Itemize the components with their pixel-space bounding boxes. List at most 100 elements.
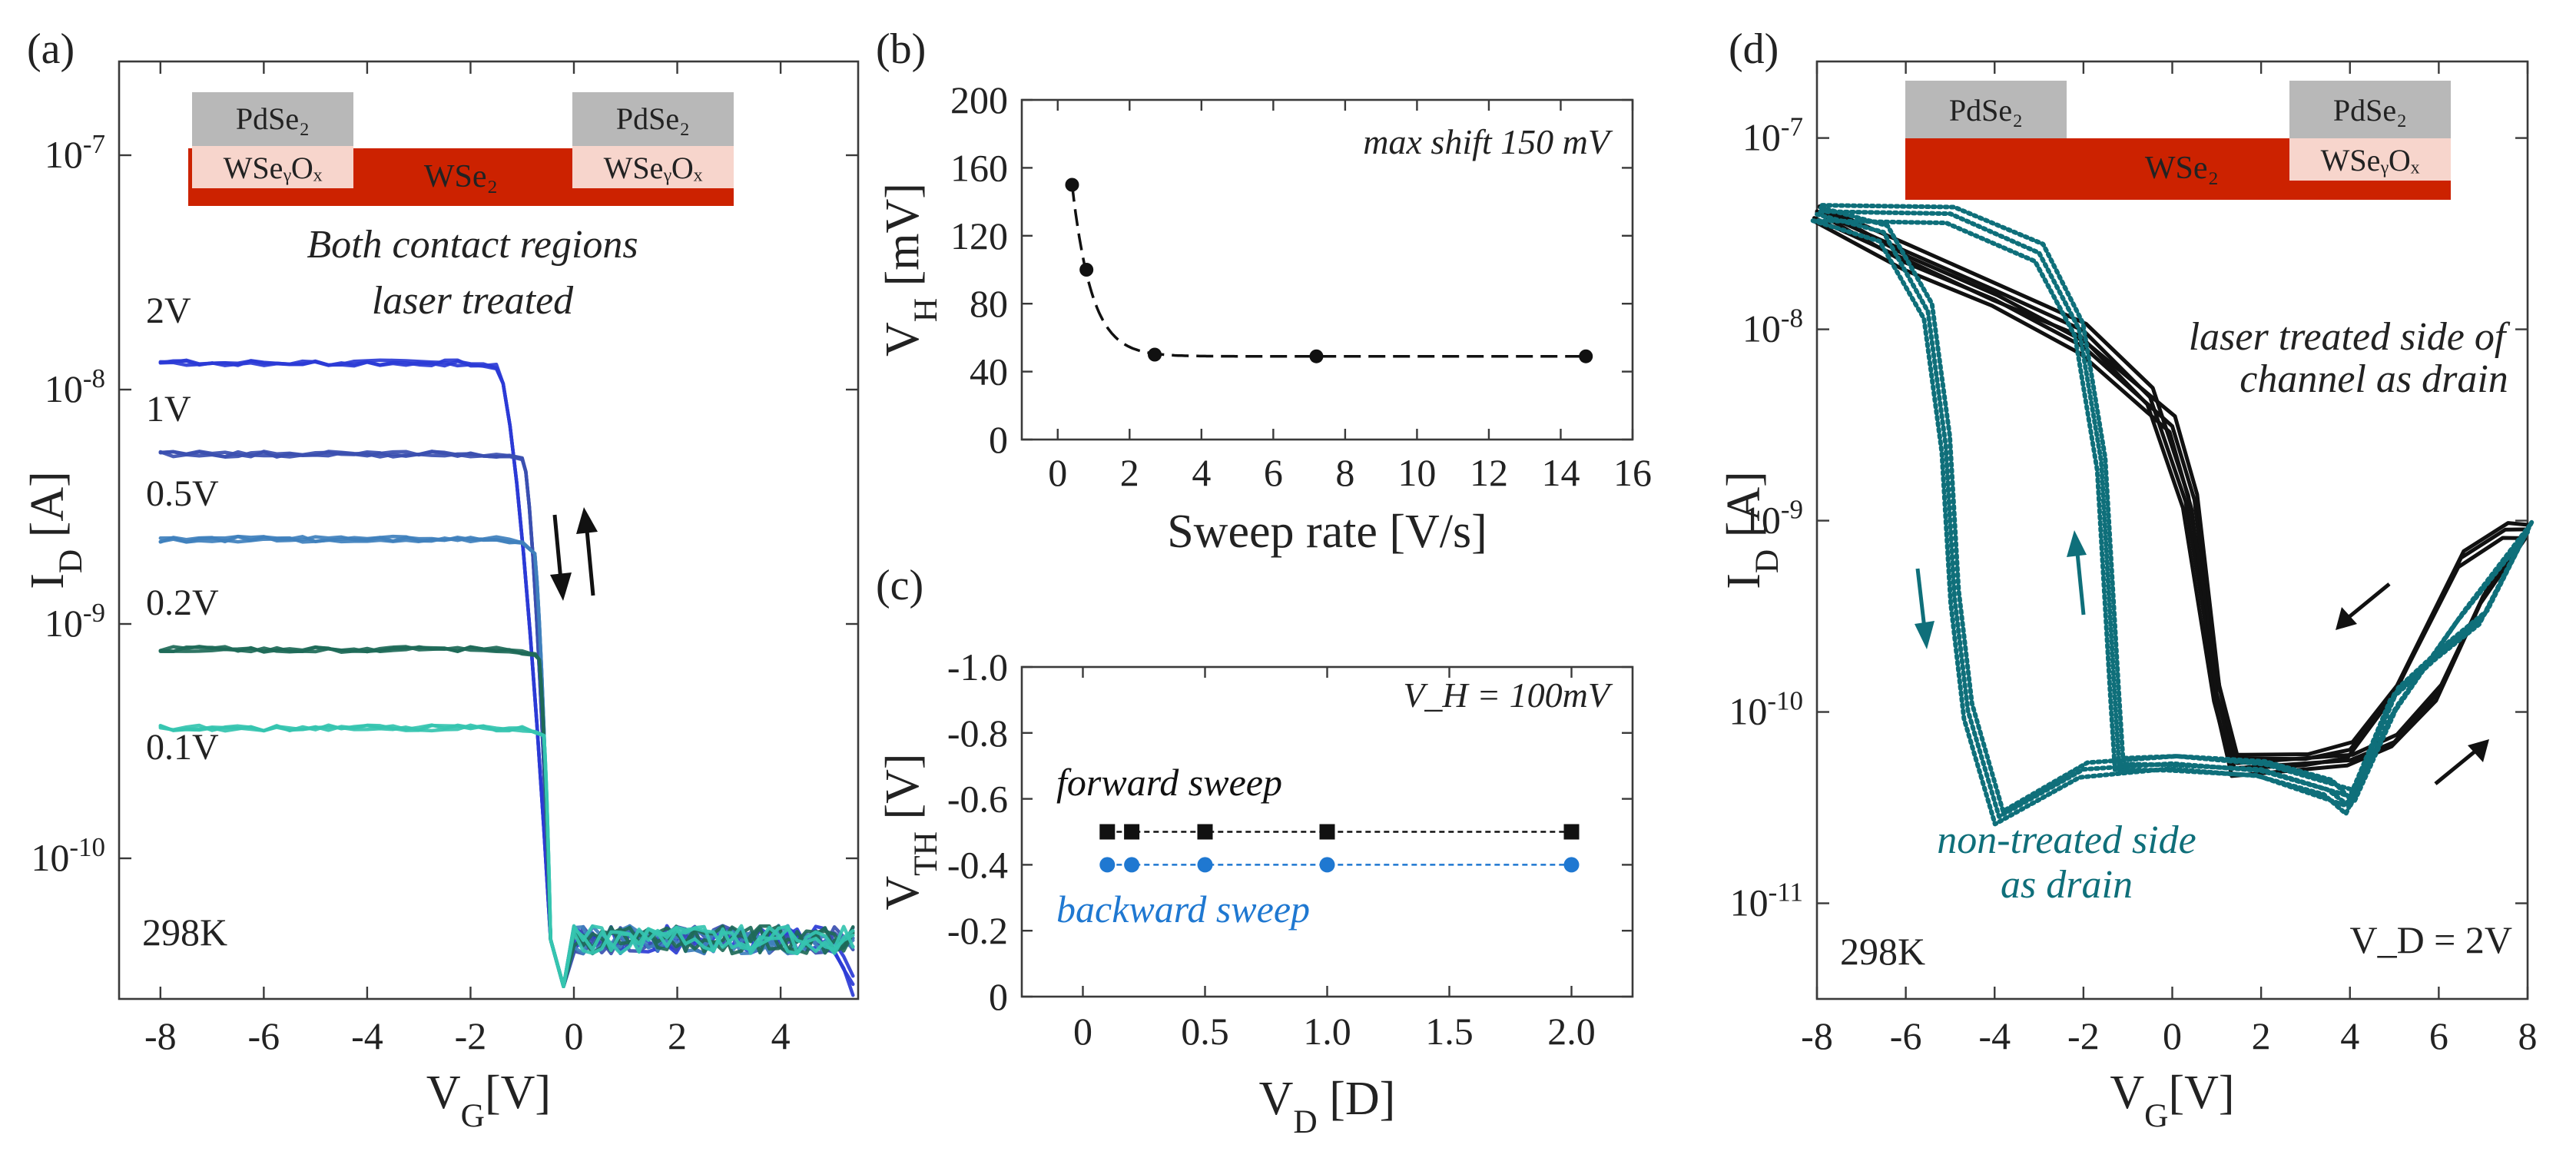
d-xtick-label: 8 — [2518, 1014, 2538, 1057]
b-plot-frame — [1020, 98, 1634, 441]
panel-d-label: (d) — [1729, 25, 1779, 73]
b-data-point — [1579, 349, 1593, 363]
a-sweep-arrows — [550, 507, 598, 601]
a-label-2v: 2V — [146, 290, 191, 331]
d-left-pdse2-label: PdSe₂ — [1949, 93, 2023, 128]
d-xtick-label: 6 — [2429, 1014, 2448, 1057]
b-xtick-label: 2 — [1120, 451, 1139, 494]
a-xtick-label: 0 — [565, 1014, 584, 1057]
d-laser-label-line1: laser treated side of — [2189, 315, 2511, 359]
a-curve-1V — [158, 450, 855, 989]
d-black-arrow-up-shaft — [2434, 748, 2479, 785]
panel-a-curves — [158, 358, 855, 997]
c-forward-label: forward sweep — [1056, 761, 1282, 804]
panel-d-axes: -8 -6 -4 -2 0 2 4 6 8 10-11 10-10 10-9 10-8 10-7 VG[V]… — [1718, 60, 2538, 1134]
a-curve-0.1V — [158, 723, 855, 989]
a-xtick-label: -6 — [248, 1014, 280, 1057]
d-curve-nontreated-down — [1818, 205, 2535, 814]
d-curve-laser-up — [1815, 211, 2530, 771]
b-fit-line — [1070, 184, 1584, 358]
d-right-wseox-label: WSeᵧOₓ — [2321, 143, 2420, 178]
d-curve-nontreated-down — [1815, 211, 2530, 819]
a-right-wseox — [572, 146, 734, 188]
b-data-point — [1148, 347, 1162, 362]
a-right-pdse2-label: PdSe₂ — [616, 101, 690, 136]
a-down-arrow-head — [550, 572, 572, 601]
c-forward-point — [1099, 824, 1116, 840]
a-left-pdse2 — [192, 92, 353, 146]
b-annotation: max shift 150 mV — [1363, 122, 1613, 161]
b-xtick-label: 4 — [1192, 451, 1211, 494]
c-ytick-label: -0.6 — [947, 778, 1008, 821]
c-xtick-label: 1.5 — [1425, 1010, 1474, 1053]
a-ytick-label: 10-10 — [31, 832, 105, 880]
panel-c-label: (c) — [876, 562, 923, 609]
b-data-point — [1079, 263, 1094, 277]
a-label-02v: 0.2V — [146, 582, 219, 623]
c-ytick-label: -0.4 — [947, 843, 1008, 886]
d-teal-arrow-down-shaft — [1915, 568, 1927, 629]
b-ytick-label: 200 — [950, 78, 1008, 121]
a-xtick-label: -4 — [351, 1014, 383, 1057]
c-forward-point — [1563, 824, 1580, 840]
d-nontreated-label-line1: non-treated side — [1937, 818, 2196, 862]
d-ytick-label: 10-8 — [1742, 303, 1803, 350]
d-ylabel: ID [A] — [1718, 471, 1785, 589]
a-temperature: 298K — [142, 911, 227, 954]
panel-d-device-schematic: PdSe₂ WSe₂ PdSe₂ WSeᵧOₓ — [1905, 81, 2451, 200]
d-ytick-label: 10-7 — [1742, 111, 1803, 159]
a-curve-0.2V — [158, 645, 855, 989]
a-curve-0.5V — [158, 535, 855, 989]
b-ytick-label: 0 — [989, 418, 1008, 461]
d-nontreated-label-line2: as drain — [2001, 863, 2133, 907]
a-ytick-label: 10-9 — [45, 598, 105, 645]
a-channel-label: WSe₂ — [424, 159, 498, 194]
c-backward-label: backward sweep — [1056, 888, 1310, 931]
a-left-wseox-label: WSeᵧOₓ — [224, 151, 323, 185]
d-ytick-label: 10-9 — [1742, 494, 1803, 542]
c-forward-point — [1319, 824, 1335, 840]
a-label-01v: 0.1V — [146, 727, 219, 768]
d-left-pdse2 — [1905, 81, 2067, 138]
c-xtick-label: 2.0 — [1547, 1010, 1596, 1053]
a-up-arrow-head — [576, 507, 598, 534]
panel-d-curves — [1810, 203, 2535, 827]
b-data-point — [1309, 349, 1324, 363]
b-ytick-label: 40 — [970, 350, 1008, 393]
d-xtick-label: -8 — [1801, 1014, 1833, 1057]
a-ylabel: ID [A] — [22, 471, 89, 589]
panel-c-data — [1099, 824, 1580, 873]
d-right-pdse2 — [2289, 81, 2451, 138]
panel-a-device-schematic: PdSe₂ WSeᵧOₓ WSe₂ PdSe₂ WSeᵧOₓ — [188, 92, 734, 206]
b-xtick-label: 14 — [1541, 451, 1580, 494]
d-xtick-label: 4 — [2340, 1014, 2359, 1057]
c-backward-point — [1197, 857, 1213, 873]
a-right-pdse2 — [572, 92, 734, 146]
d-temperature: 298K — [1840, 930, 1925, 973]
d-black-arrow-down-head — [2336, 607, 2357, 630]
c-backward-point — [1319, 857, 1335, 873]
a-ytick-label: 10-7 — [45, 129, 105, 177]
a-xtick-label: 2 — [668, 1014, 687, 1057]
d-curve-nontreated-down — [1810, 218, 2526, 827]
c-ytick-label: 0 — [989, 975, 1008, 1018]
a-curve-0.5V — [158, 534, 855, 989]
a-caption-line1: Both contact regions — [307, 223, 638, 267]
c-backward-point — [1099, 857, 1116, 873]
d-ytick-label: 10-10 — [1729, 685, 1803, 733]
b-xtick-label: 16 — [1613, 451, 1652, 494]
c-xtick-label: 1.0 — [1303, 1010, 1351, 1053]
d-vd-label: V_D = 2V — [2349, 918, 2512, 961]
c-ytick-label: -0.2 — [947, 909, 1008, 952]
d-laser-label-line2: channel as drain — [2239, 357, 2508, 401]
c-xlabel: VD [D] — [1259, 1073, 1396, 1140]
panel-c-axes: 0 0.5 1.0 1.5 2.0 0 -0.2 -0.4 -0.6 -0.8 -1.0 VD [D]… — [877, 645, 1634, 1140]
b-xtick-label: 12 — [1470, 451, 1508, 494]
d-curve-laser-up — [1812, 219, 2527, 778]
d-xtick-label: 0 — [2163, 1014, 2182, 1057]
panel-a-axes: -8 -6 -4 -2 0 2 4 10-10 10-9 10-8 10-7 VG[V] ID [A] — [22, 60, 860, 1134]
d-curve-nontreated-up — [1818, 203, 2535, 793]
d-curve-laser-up — [1818, 205, 2532, 765]
